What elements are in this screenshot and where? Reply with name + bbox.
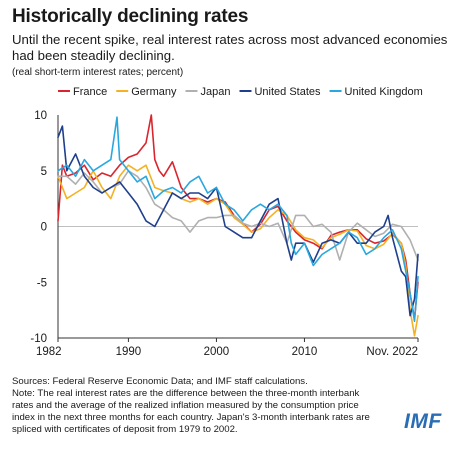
y-tick-label: -10 — [30, 333, 47, 345]
x-tick-label: 2010 — [292, 346, 318, 358]
note-line: spliced with certificates of deposit fro… — [12, 424, 238, 435]
chart-legend: France Germany Japan United States United Ki… — [58, 86, 423, 98]
chart-subtitle: Until the recent spike, real interest ra… — [12, 32, 448, 63]
series-line-united-states — [57, 125, 419, 317]
units-note: (real short-term interest rates; percent… — [12, 67, 184, 78]
y-tick-label: -5 — [37, 277, 47, 289]
imf-logo: IMF — [404, 410, 442, 433]
line-chart: France Germany Japan United States United Ki… — [30, 86, 423, 358]
legend-label: United Kingdom — [345, 86, 423, 98]
note-line: rates and the average of the realized in… — [12, 400, 359, 411]
y-tick-label: 5 — [41, 166, 47, 178]
series-line-germany — [57, 164, 419, 337]
legend-label: Japan — [201, 86, 231, 98]
series-line-japan — [57, 170, 419, 261]
legend-label: Germany — [131, 86, 177, 98]
legend-label: France — [73, 86, 107, 98]
x-tick-label: 2000 — [204, 346, 230, 358]
series-line-united-kingdom — [57, 116, 419, 323]
source-line: Sources: Federal Reserve Economic Data; … — [12, 376, 308, 387]
legend-label: United States — [254, 86, 321, 98]
note-line: Note: The real interest rates are the di… — [12, 388, 360, 399]
y-tick-label: 10 — [34, 110, 47, 122]
chart-series — [57, 114, 419, 337]
note-line: index in the next three months for each … — [12, 412, 370, 423]
x-tick-label: 1982 — [36, 346, 62, 358]
x-tick-label: 1990 — [116, 346, 142, 358]
source-notes: Sources: Federal Reserve Economic Data; … — [12, 376, 412, 436]
chart-title: Historically declining rates — [12, 6, 249, 27]
series-line-france — [57, 114, 419, 320]
x-tick-label: Nov. 2022 — [366, 346, 418, 358]
y-tick-label: 0 — [41, 222, 47, 234]
